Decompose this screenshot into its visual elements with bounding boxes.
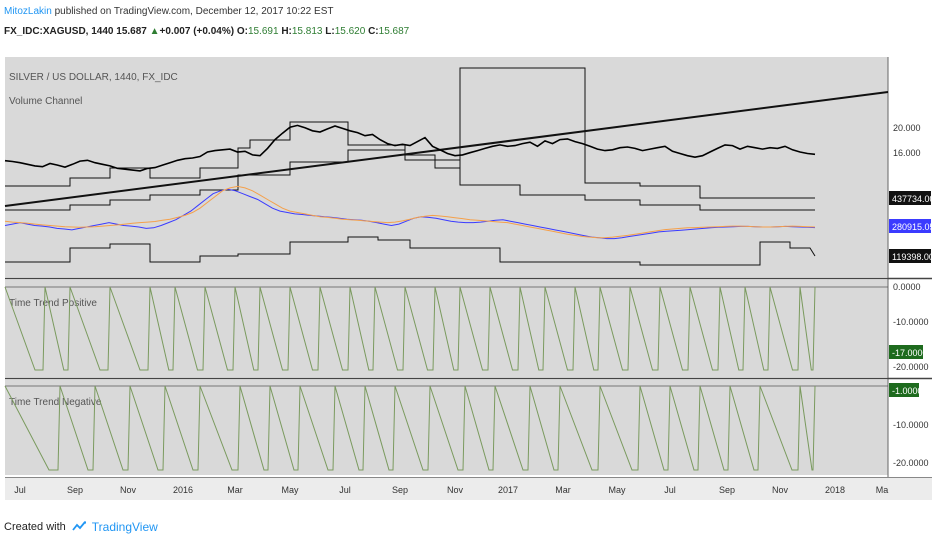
created-with-label: Created with (4, 521, 66, 533)
footer: Created with TradingView (4, 520, 158, 534)
price-change: +0.007 (+0.04%) (159, 26, 235, 37)
negative-pane-bg (5, 380, 888, 475)
author-link[interactable]: MitozLakin (4, 6, 52, 17)
x-tick-label: Mar (227, 485, 243, 495)
tradingview-brand-link[interactable]: TradingView (91, 520, 158, 534)
x-tick-label: May (281, 485, 299, 495)
badge-blue-bg (889, 219, 931, 233)
time-axis-labels: Jul Sep Nov 2016 Mar May Jul Sep Nov 2017 Mar May Ju… (14, 485, 888, 495)
pos-tick-0: 0.0000 (893, 282, 921, 292)
time-trend-positive-line (4, 286, 816, 371)
low-value: 15.620 (334, 26, 366, 37)
y-tick-16: 16.000 (893, 148, 921, 158)
close-value: 15.687 (378, 26, 410, 37)
x-tick-label: Nov (772, 485, 789, 495)
open-value: 15.691 (247, 26, 279, 37)
symbol-label: FX_IDC:XAGUSD, 1440 (4, 26, 114, 37)
volume-channel-upper (5, 67, 815, 199)
badge-lower: 119398.0000 (892, 252, 932, 262)
x-tick-label: 2016 (173, 485, 193, 495)
badge-upper: 437734.0000 (892, 194, 932, 204)
pos-tick-20: -20.0000 (893, 362, 929, 372)
x-tick-label: Mar (555, 485, 571, 495)
negative-pane-title: Time Trend Negative (9, 397, 102, 408)
neg-tick-20: -20.0000 (893, 458, 929, 468)
pos-current-badge: -17.0000 (892, 348, 928, 358)
x-tick-label: 2018 (825, 485, 845, 495)
x-tick-label: Sep (719, 485, 735, 495)
trend-line (4, 91, 889, 207)
price-series-line (4, 124, 816, 172)
high-value: 15.813 (291, 26, 323, 37)
x-tick-label: Nov (120, 485, 137, 495)
blue-moving-average (4, 188, 816, 240)
indicator-label: Volume Channel (9, 96, 82, 107)
x-tick-label: May (608, 485, 626, 495)
x-tick-label: 2017 (498, 485, 518, 495)
positive-pane-title: Time Trend Positive (9, 298, 97, 309)
x-tick-label: Sep (67, 485, 83, 495)
tradingview-logo-icon (72, 521, 86, 531)
publish-info: MitozLakin published on TradingView.com,… (4, 6, 333, 17)
x-tick-label: Jul (664, 485, 676, 495)
up-arrow-icon: ▲ (149, 26, 160, 37)
badge-lower-bg (889, 249, 931, 263)
volume-channel-middle (5, 149, 815, 211)
badge-blue: 280915.0526 (892, 222, 932, 232)
x-tick-label: Nov (447, 485, 464, 495)
x-tick-label: Jul (14, 485, 26, 495)
pos-current-badge-bg (889, 345, 923, 359)
x-tick-label: Sep (392, 485, 408, 495)
x-tick-label: Jul (339, 485, 351, 495)
symbol-info: FX_IDC:XAGUSD, 1440 15.687 ▲+0.007 (+0.0… (4, 26, 410, 37)
orange-moving-average (4, 185, 816, 239)
neg-tick-10: -10.0000 (893, 420, 929, 430)
badge-upper-bg (889, 191, 931, 205)
time-trend-negative-line (4, 385, 816, 471)
published-text: published on TradingView.com, December 1… (51, 6, 334, 17)
time-axis-bg (5, 478, 932, 500)
y-tick-20: 20.000 (893, 123, 921, 133)
neg-current-badge-bg (889, 383, 919, 397)
volume-channel-lower (5, 236, 816, 266)
x-tick-label: Ma (876, 485, 889, 495)
last-price: 15.687 (116, 26, 147, 37)
pos-tick-10: -10.0000 (893, 317, 929, 327)
main-pane-title: SILVER / US DOLLAR, 1440, FX_IDC (9, 72, 178, 83)
main-pane-bg (5, 57, 888, 277)
neg-current-badge: -1.0000 (892, 386, 923, 396)
